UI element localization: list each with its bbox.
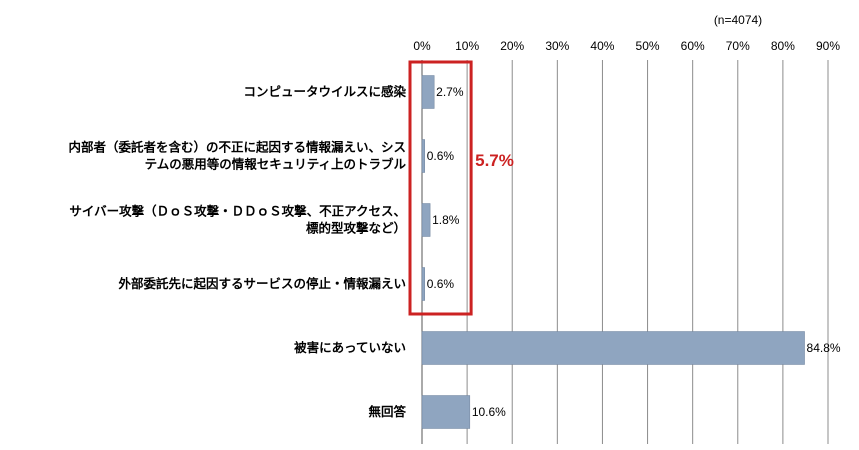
category-label: 無回答 [368,404,406,419]
category-label: テムの悪用等の情報セキュリティ上のトラブル [145,157,407,172]
bar [421,203,431,237]
bar [421,139,425,173]
category-label: コンピュータウイルスに感染 [243,84,406,99]
x-tick-label: 50% [636,39,660,53]
value-label: 0.6% [427,149,455,163]
bars [421,75,805,429]
gridlines [421,60,829,444]
category-labels: コンピュータウイルスに感染内部者（委託者を含む）の不正に起因する情報漏えい、シス… [68,84,406,419]
category-label: 内部者（委託者を含む）の不正に起因する情報漏えい、シス [68,140,406,155]
sample-size-note: (n=4074) [714,13,762,27]
x-tick-label: 90% [816,39,840,53]
value-label: 10.6% [472,405,506,419]
bar [421,395,471,429]
x-tick-label: 30% [545,39,569,53]
x-tick-label: 20% [500,39,524,53]
category-label: 被害にあっていない [294,340,406,355]
bar [421,75,435,109]
x-tick-label: 80% [771,39,795,53]
highlight-group: 5.7% [408,60,514,316]
category-label: 標的型攻撃など） [306,221,406,236]
highlight-total-label: 5.7% [475,151,514,170]
category-label: 外部委託先に起因するサービスの停止・情報漏えい [117,276,406,291]
value-labels: 2.7% 0.6% 1.8% 0.6% 84.8% 10.6% [427,85,841,419]
highlight-box [408,60,473,316]
x-tick-label: 60% [681,39,705,53]
x-tick-label: 70% [726,39,750,53]
value-label: 84.8% [807,341,841,355]
bar [421,331,805,365]
value-label: 0.6% [427,277,455,291]
value-label: 2.7% [436,85,464,99]
bar [421,267,425,301]
category-label: サイバー攻撃（ＤｏＳ攻撃・ＤＤｏＳ攻撃、不正アクセス、 [69,204,406,219]
value-label: 1.8% [432,213,460,227]
x-tick-label: 10% [455,39,479,53]
x-tick-label: 40% [590,39,614,53]
x-tick-label: 0% [413,39,431,53]
x-axis-ticks: 0% 10% 20% 30% 40% 50% 60% 70% 80% 90% [413,39,840,53]
